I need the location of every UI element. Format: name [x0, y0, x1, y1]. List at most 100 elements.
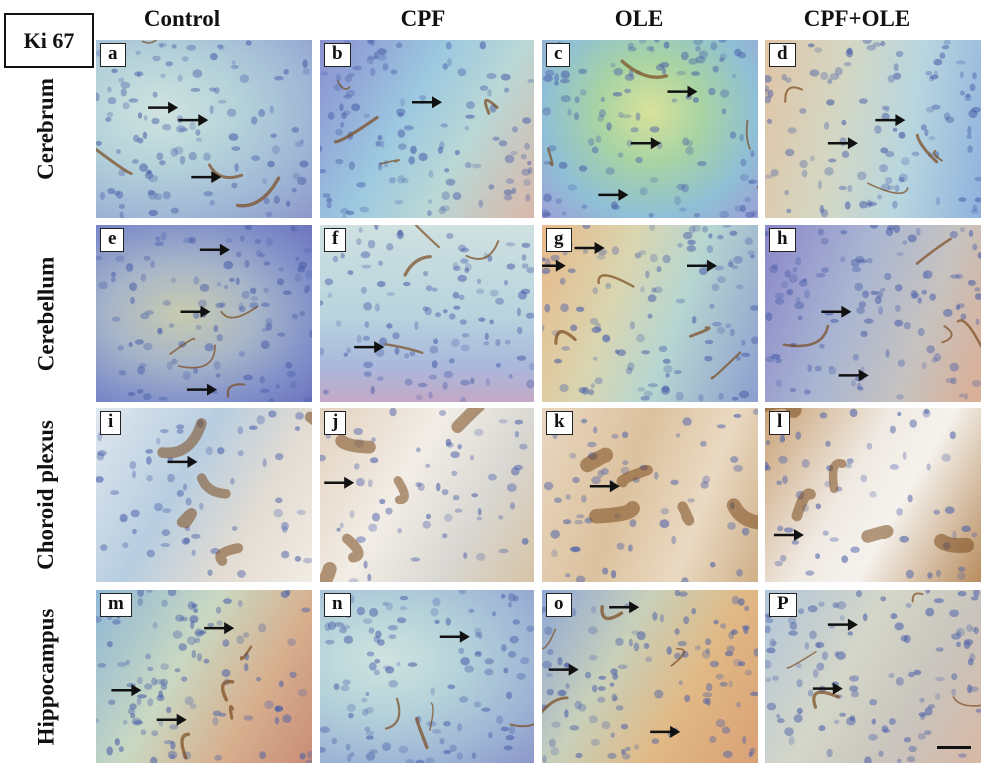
cell-nucleus: [708, 233, 713, 239]
cell-nucleus: [635, 156, 643, 164]
cell-nucleus: [935, 197, 941, 206]
cell-nucleus: [786, 208, 792, 214]
cell-nucleus: [915, 227, 921, 236]
cell-nucleus: [290, 380, 297, 389]
cell-nucleus: [260, 340, 270, 349]
cell-nucleus: [551, 721, 561, 728]
cell-nucleus: [196, 653, 202, 662]
cell-nucleus: [974, 176, 981, 182]
cell-nucleus: [971, 106, 981, 113]
cell-nucleus: [786, 289, 794, 296]
cell-nucleus: [171, 358, 178, 365]
cell-nucleus: [389, 408, 397, 417]
cell-nucleus: [565, 494, 571, 500]
cell-nucleus: [179, 155, 186, 165]
cell-nucleus: [388, 680, 399, 688]
cell-nucleus: [97, 450, 107, 457]
cell-nucleus: [488, 473, 497, 481]
cell-nucleus: [115, 255, 125, 263]
cell-nucleus: [961, 525, 971, 532]
cell-nucleus: [261, 327, 268, 332]
stained-vessel: [546, 147, 554, 167]
micrograph-panel-o: o: [542, 590, 758, 763]
cell-nucleus: [744, 669, 753, 676]
cell-nucleus: [640, 286, 645, 293]
cell-nucleus: [464, 267, 470, 273]
cell-nucleus: [847, 631, 854, 636]
cell-nucleus: [339, 522, 344, 529]
cell-nucleus: [339, 103, 344, 112]
cell-nucleus: [385, 602, 393, 611]
cell-nucleus: [151, 117, 160, 125]
cell-nucleus: [736, 569, 743, 577]
cell-nucleus: [729, 230, 738, 236]
cell-nucleus: [377, 48, 387, 55]
cell-nucleus: [110, 490, 120, 496]
cell-nucleus: [702, 226, 708, 233]
cell-nucleus: [611, 246, 619, 255]
cell-nucleus: [971, 532, 978, 538]
cell-nucleus: [711, 283, 720, 292]
cell-nucleus: [108, 699, 116, 705]
cell-nucleus: [500, 73, 511, 81]
cell-nucleus: [895, 677, 904, 686]
cell-nucleus: [931, 357, 938, 363]
cell-nucleus: [258, 253, 266, 258]
cell-nucleus: [524, 142, 530, 150]
cell-nucleus: [119, 513, 128, 523]
cell-nucleus: [972, 204, 978, 212]
stained-vessel: [465, 240, 500, 260]
cell-nucleus: [376, 281, 386, 288]
cell-nucleus: [688, 225, 696, 234]
cell-nucleus: [542, 660, 552, 669]
cell-nucleus: [846, 458, 854, 464]
cell-nucleus: [254, 239, 261, 244]
cell-nucleus: [574, 96, 580, 103]
cell-nucleus: [949, 230, 958, 239]
cell-nucleus: [544, 303, 551, 313]
cell-nucleus: [299, 139, 305, 144]
cell-nucleus: [907, 494, 913, 503]
pointer-arrow: [187, 383, 217, 396]
cell-nucleus: [362, 618, 373, 624]
pointer-arrow: [821, 305, 852, 318]
cell-nucleus: [155, 236, 161, 242]
cell-nucleus: [857, 171, 867, 181]
cell-nucleus: [144, 310, 154, 315]
cell-nucleus: [459, 396, 467, 402]
stained-vessel: [379, 159, 400, 165]
cell-nucleus: [674, 196, 681, 206]
cell-nucleus: [545, 672, 554, 678]
cell-nucleus: [363, 371, 372, 377]
cell-nucleus: [587, 626, 598, 635]
cell-nucleus: [702, 475, 711, 484]
cell-nucleus: [146, 549, 155, 558]
cell-nucleus: [414, 321, 419, 330]
cell-nucleus: [237, 426, 244, 435]
cell-nucleus: [807, 605, 818, 613]
cell-nucleus: [510, 150, 518, 156]
cell-nucleus: [767, 118, 772, 124]
cell-nucleus: [729, 328, 735, 337]
cell-nucleus: [605, 282, 612, 290]
cell-nucleus: [766, 647, 776, 654]
cell-nucleus: [955, 273, 963, 280]
cell-nucleus: [857, 259, 868, 264]
cell-nucleus: [770, 169, 779, 177]
cell-nucleus: [215, 606, 222, 614]
cell-nucleus: [283, 69, 289, 75]
cell-nucleus: [955, 304, 961, 311]
stained-vessel: [861, 525, 894, 543]
cell-nucleus: [925, 607, 935, 617]
cell-nucleus: [143, 255, 151, 261]
cell-nucleus: [195, 324, 202, 330]
cell-nucleus: [177, 74, 183, 82]
cell-nucleus: [140, 273, 147, 282]
cell-nucleus: [351, 103, 361, 112]
cell-nucleus: [710, 41, 718, 51]
cell-nucleus: [645, 656, 653, 663]
cell-nucleus: [265, 323, 273, 331]
panel-letter-f: f: [324, 228, 347, 252]
cell-nucleus: [269, 105, 274, 114]
cell-nucleus: [303, 396, 312, 402]
